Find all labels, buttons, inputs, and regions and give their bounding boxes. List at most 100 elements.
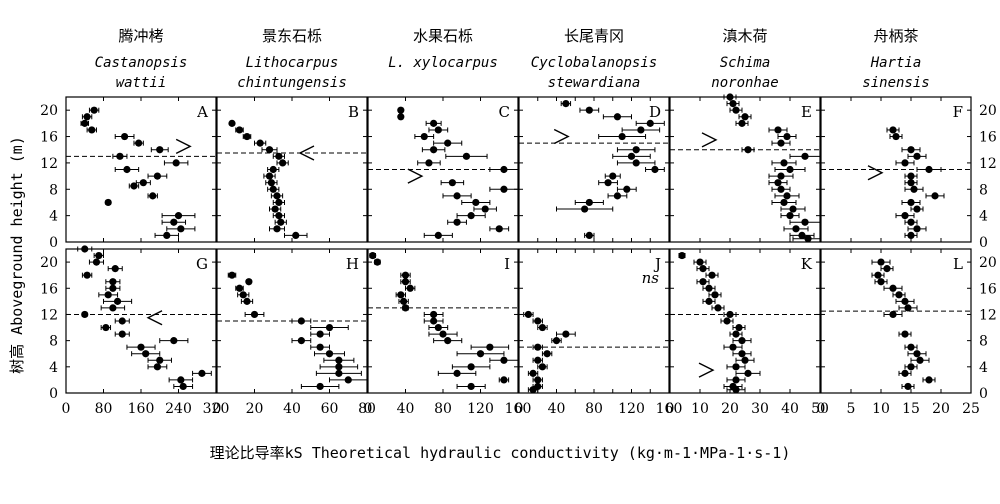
- species-chinese-name: 腾冲栲: [118, 27, 163, 45]
- data-point: [792, 225, 800, 233]
- data-point: [177, 225, 185, 233]
- data-point: [907, 363, 915, 371]
- data-point: [901, 212, 909, 220]
- data-point: [889, 284, 897, 292]
- data-point: [397, 106, 405, 114]
- data-point: [804, 235, 812, 243]
- data-point: [534, 317, 542, 325]
- data-point: [786, 212, 794, 220]
- data-point: [265, 172, 274, 180]
- data-point: [401, 304, 410, 312]
- data-point: [495, 225, 503, 233]
- data-point: [297, 337, 305, 345]
- data-point: [705, 284, 713, 292]
- panel-letter: L: [953, 255, 963, 273]
- data-point: [913, 350, 921, 358]
- data-point: [335, 363, 343, 371]
- y-tick-label: 0: [49, 386, 58, 402]
- species-chinese-name: 舟柄茶: [873, 27, 918, 45]
- data-point: [538, 363, 547, 371]
- data-point: [400, 297, 408, 305]
- panel-E: E: [669, 93, 821, 243]
- data-point: [228, 119, 236, 127]
- data-point: [534, 343, 542, 351]
- data-point: [198, 369, 206, 377]
- data-point: [297, 317, 305, 325]
- panel-letter: F: [953, 103, 963, 121]
- data-point: [729, 343, 737, 351]
- data-point: [170, 337, 178, 345]
- y-tick-label: 12: [979, 156, 997, 172]
- y-tick-label: 20: [979, 255, 997, 271]
- data-point: [275, 198, 283, 207]
- panel-letter: B: [348, 103, 359, 121]
- data-point: [316, 330, 324, 338]
- x-tick-label: 20: [246, 401, 264, 417]
- data-point: [783, 192, 791, 200]
- data-point: [275, 212, 283, 220]
- species-latin-name: chintungensis: [237, 75, 347, 91]
- species-latin-name: Castanopsis: [95, 55, 188, 71]
- data-point: [534, 356, 542, 364]
- data-point: [741, 113, 749, 121]
- data-point: [738, 350, 746, 358]
- data-point: [500, 356, 508, 364]
- data-point: [406, 284, 414, 292]
- data-point: [529, 386, 537, 394]
- data-point: [369, 251, 377, 260]
- data-point: [729, 99, 737, 108]
- data-point: [81, 245, 89, 253]
- x-tick-label: 80: [434, 401, 452, 417]
- data-point: [250, 310, 259, 319]
- x-tick-label: 320: [203, 401, 230, 417]
- species-latin-name: Schima: [720, 55, 771, 71]
- panel-I: I: [367, 248, 519, 394]
- data-point: [738, 119, 746, 127]
- panel-frame: [65, 248, 217, 394]
- y-tick-label: 16: [979, 130, 997, 146]
- data-point: [907, 343, 915, 351]
- x-tick-label: 80: [358, 401, 376, 417]
- data-point: [907, 231, 915, 240]
- data-point: [777, 172, 785, 180]
- data-point: [153, 363, 162, 371]
- y-axis-right: 0 4 8 12 16 20 0 4 8 12 16 20: [979, 103, 997, 402]
- x-tick-label: 50: [811, 401, 829, 417]
- data-point: [711, 291, 719, 299]
- data-point: [104, 291, 112, 299]
- data-point: [585, 231, 593, 240]
- x-tick-label: 160: [505, 401, 532, 417]
- species-chinese-name: 滇木荷: [722, 27, 767, 45]
- x-tick-label: 40: [548, 401, 566, 417]
- data-point: [627, 152, 636, 160]
- species-latin-name: Cyclobalanopsis: [531, 55, 657, 71]
- data-point: [801, 152, 809, 160]
- y-tick-label: 20: [40, 255, 58, 271]
- data-point: [500, 165, 508, 174]
- panel-F: F: [820, 96, 972, 243]
- data-point: [434, 126, 442, 134]
- data-point: [335, 369, 343, 377]
- data-point: [907, 198, 915, 207]
- data-point: [316, 343, 324, 351]
- data-point: [877, 278, 885, 286]
- data-point: [883, 265, 891, 273]
- data-point: [901, 159, 909, 167]
- data-point: [901, 369, 909, 377]
- x-tick-label: 60: [321, 401, 339, 417]
- data-point: [401, 278, 410, 286]
- data-point: [109, 278, 117, 286]
- data-point: [453, 192, 461, 200]
- data-point: [913, 205, 921, 213]
- data-point: [732, 376, 740, 384]
- data-point: [245, 278, 253, 286]
- y-tick-label: 4: [979, 209, 988, 225]
- y-tick-label: 4: [49, 209, 58, 225]
- data-point: [696, 258, 704, 266]
- data-point: [476, 350, 485, 358]
- data-point: [430, 119, 438, 127]
- panel-L: L: [820, 248, 972, 394]
- data-point: [500, 376, 508, 384]
- species-chinese-name: 景东石栎: [262, 27, 322, 45]
